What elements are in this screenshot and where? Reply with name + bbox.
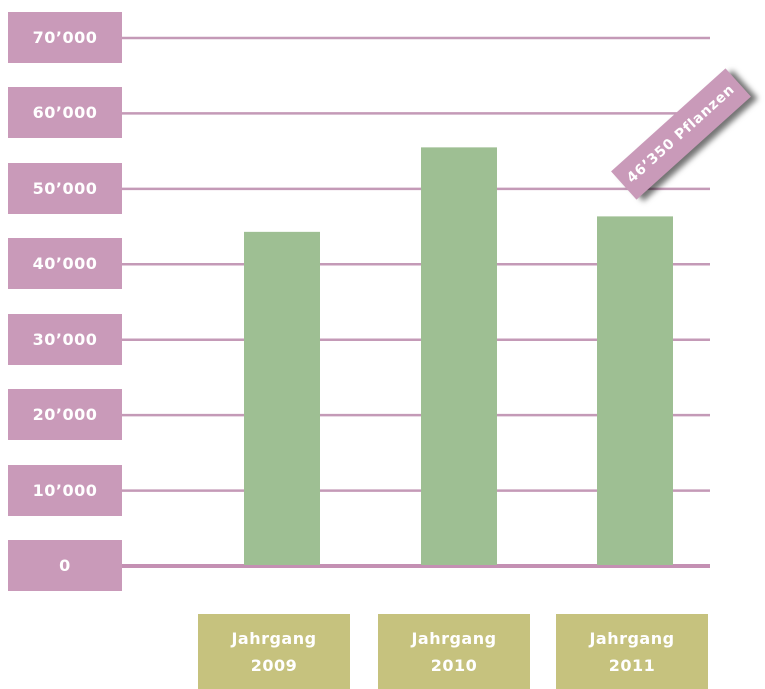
y-tick-label-70000: 70’000 xyxy=(8,12,122,63)
bars xyxy=(244,147,673,566)
bar-2011 xyxy=(597,216,673,566)
bar-2010 xyxy=(421,147,497,565)
gridlines xyxy=(120,36,710,568)
x-category-label-2009: Jahrgang 2009 xyxy=(198,614,350,689)
y-tick-label-10000: 10’000 xyxy=(8,464,122,516)
y-tick-label-0: 0 xyxy=(8,540,122,591)
y-tick-label-40000: 40’000 xyxy=(8,238,122,290)
x-category-label-2010: Jahrgang 2010 xyxy=(378,614,530,689)
y-tick-label-30000: 30’000 xyxy=(8,313,122,365)
y-tick-label-50000: 50’000 xyxy=(8,162,122,214)
bar-2009 xyxy=(244,231,320,565)
y-tick-label-20000: 20’000 xyxy=(8,389,122,441)
y-tick-label-60000: 60’000 xyxy=(8,87,122,139)
x-category-label-2011: Jahrgang 2011 xyxy=(556,614,708,689)
